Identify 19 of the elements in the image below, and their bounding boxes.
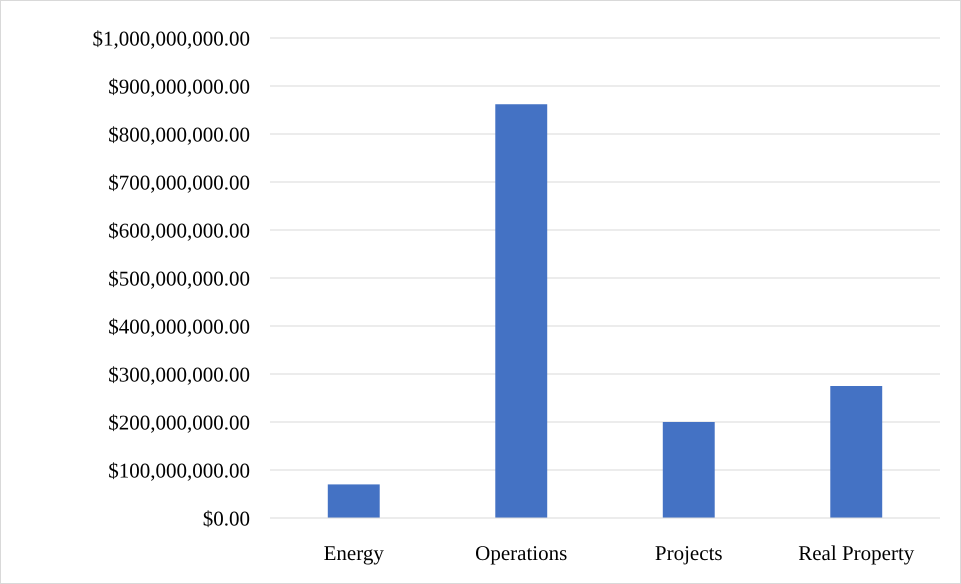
x-tick-label: Energy bbox=[324, 541, 384, 565]
bar bbox=[495, 104, 548, 518]
y-tick-label: $200,000,000.00 bbox=[108, 410, 250, 434]
y-tick-label: $800,000,000.00 bbox=[108, 122, 250, 146]
y-tick-label: $100,000,000.00 bbox=[108, 458, 250, 482]
y-tick-label: $400,000,000.00 bbox=[108, 314, 250, 338]
y-tick-label: $300,000,000.00 bbox=[108, 362, 250, 386]
y-tick-label: $500,000,000.00 bbox=[108, 266, 250, 290]
bar bbox=[662, 422, 715, 518]
bar bbox=[830, 386, 882, 518]
y-tick-label: $0.00 bbox=[202, 506, 250, 530]
bar bbox=[328, 484, 380, 518]
y-tick-label: $900,000,000.00 bbox=[108, 74, 250, 98]
x-tick-label: Real Property bbox=[798, 541, 915, 565]
y-tick-label: $1,000,000,000.00 bbox=[92, 26, 250, 50]
y-tick-label: $700,000,000.00 bbox=[108, 170, 250, 194]
y-tick-label: $600,000,000.00 bbox=[108, 218, 250, 242]
x-tick-label: Projects bbox=[654, 541, 723, 565]
x-tick-label: Operations bbox=[475, 541, 568, 565]
